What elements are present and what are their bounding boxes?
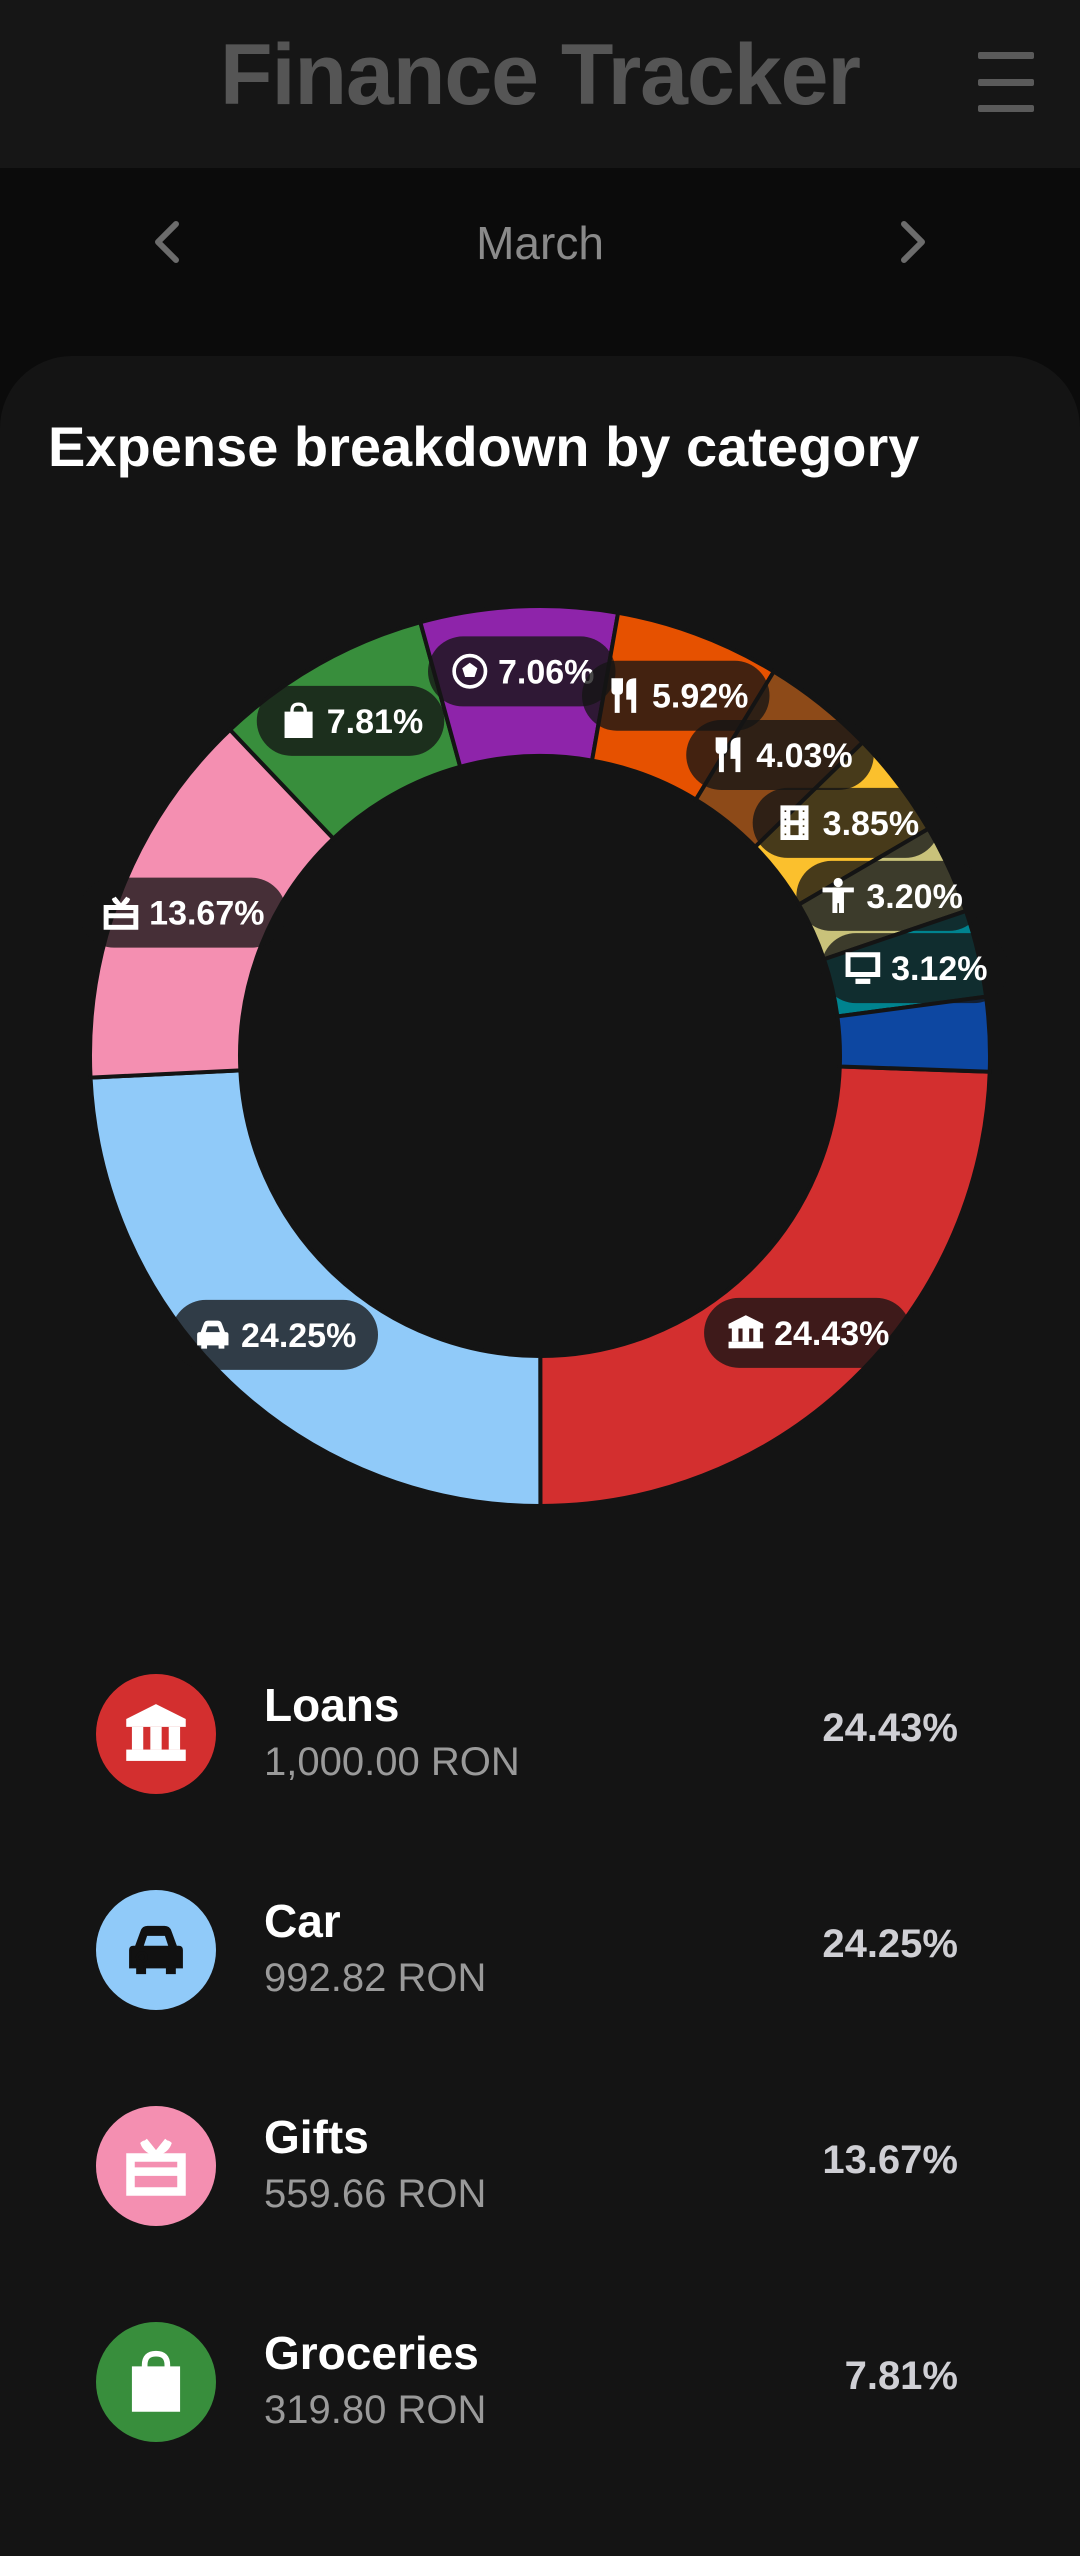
category-name: Car [264, 1895, 341, 1947]
slice-label-pill [79, 877, 287, 948]
slice-label-text: 5.92% [652, 678, 748, 716]
slice-label: 3.20% [796, 860, 984, 931]
slice-label: 4.03% [686, 719, 874, 790]
category-percent: 13.67% [822, 2138, 958, 2182]
app-bar: Finance Tracker [0, 0, 1080, 168]
car-icon [129, 1925, 183, 1975]
month-navigator: March [0, 168, 1080, 358]
slice-label-text: 3.20% [866, 878, 962, 916]
legend-row[interactable]: Gifts 559.66 RON 13.67% [0, 2106, 1080, 2306]
slice-label-pill [704, 1297, 912, 1368]
card-title: Expense breakdown by category [48, 415, 920, 478]
menu-icon-line [978, 78, 1034, 86]
slice-label: 5.92% [582, 660, 770, 731]
menu-button[interactable] [970, 52, 1042, 112]
gift-icon [122, 2132, 190, 2200]
slice-label-text: 3.85% [823, 805, 919, 843]
slice-label: 24.43% [704, 1297, 912, 1368]
donut-slice[interactable] [538, 1064, 992, 1509]
category-percent: 24.43% [822, 1706, 958, 1750]
category-amount: 559.66 RON [264, 2172, 487, 2216]
month-label: March [476, 217, 604, 269]
category-name: Loans [264, 1679, 400, 1731]
expense-breakdown-card: Expense breakdown by category 24.43% 24.2… [0, 356, 1080, 2556]
slice-label: 3.12% [821, 933, 1009, 1004]
slice-label-text: 3.12% [891, 950, 987, 988]
slice-label: 3.85% [752, 787, 941, 858]
category-percent: 7.81% [844, 2354, 958, 2398]
category-name: Groceries [264, 2327, 479, 2379]
slice-label: 7.06% [428, 636, 616, 707]
slice-label-pill [582, 660, 770, 731]
legend-row[interactable]: Groceries 319.80 RON 7.81% [0, 2322, 1080, 2522]
donut-slice[interactable] [835, 994, 992, 1074]
category-name: Gifts [264, 2111, 369, 2163]
shopping-bag-icon [122, 2348, 190, 2416]
slice-label-text: 4.03% [756, 737, 852, 775]
category-avatar [96, 1890, 216, 2010]
slice-label: 13.67% [79, 877, 287, 948]
slice-label-pill [171, 1299, 379, 1370]
category-amount: 992.82 RON [264, 1956, 487, 2000]
category-avatar [96, 2322, 216, 2442]
slice-label-text: 7.06% [498, 653, 594, 691]
slice-label: 24.25% [171, 1299, 379, 1370]
legend-row[interactable]: Loans 1,000.00 RON 24.43% [0, 1674, 1080, 1874]
chevron-left-icon[interactable] [138, 212, 198, 272]
bank-icon [126, 1704, 186, 1761]
slice-label-pill [796, 860, 984, 931]
donut-chart: 24.43% 24.25% 13.67% 7.81% 7.06% 5.92%4.03% 3.… [79, 604, 1009, 1509]
category-amount: 1,000.00 RON [264, 1740, 520, 1784]
slice-label-pill [428, 636, 616, 707]
slice-label: 7.81% [256, 685, 445, 756]
category-percent: 24.25% [822, 1922, 958, 1966]
slice-label-pill [256, 685, 445, 756]
slice-label-text: 7.81% [327, 703, 423, 741]
slice-label-pill [821, 933, 1009, 1004]
slice-label-pill [686, 719, 874, 790]
chevron-right-icon[interactable] [882, 212, 942, 272]
menu-icon-line [978, 52, 1034, 59]
slice-label-text: 13.67% [149, 895, 264, 933]
app-title: Finance Tracker [220, 27, 861, 123]
slice-label-text: 24.43% [774, 1315, 889, 1353]
legend-row[interactable]: Car 992.82 RON 24.25% [0, 1890, 1080, 2090]
donut-slice[interactable] [88, 1068, 543, 1509]
slice-label-text: 24.25% [241, 1317, 356, 1355]
menu-icon-line [978, 105, 1034, 112]
category-avatar [96, 1674, 216, 1794]
category-avatar [96, 2106, 216, 2226]
category-amount: 319.80 RON [264, 2388, 487, 2432]
